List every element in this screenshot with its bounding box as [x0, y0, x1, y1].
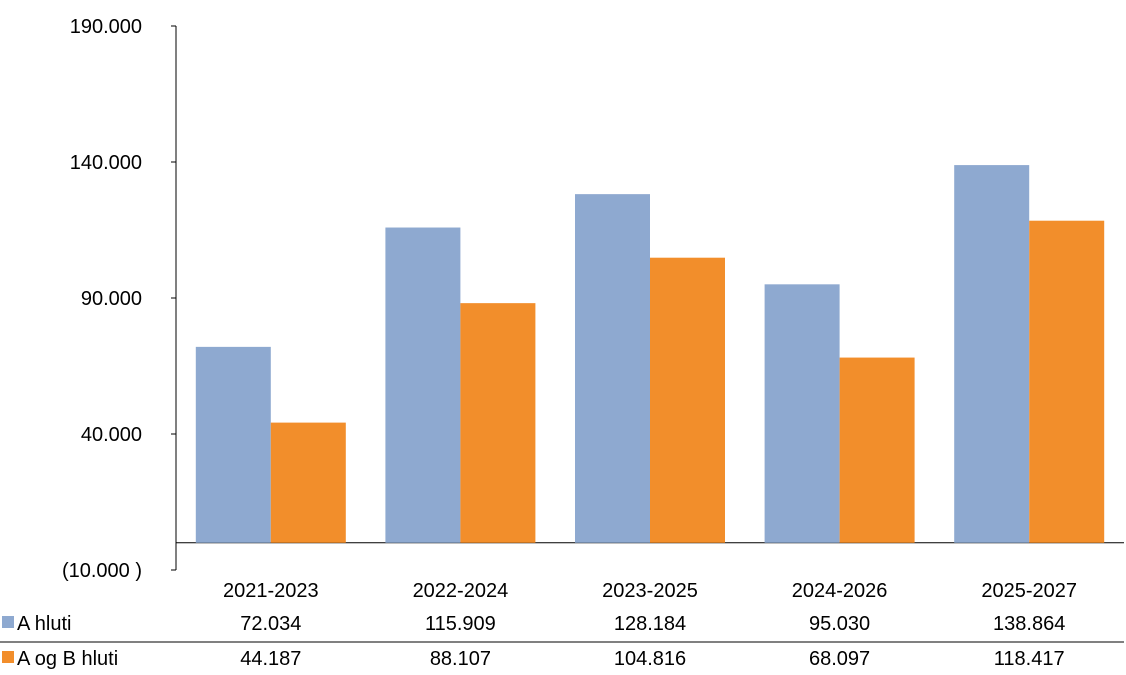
table-value-cell: 104.816	[614, 648, 686, 670]
bar-a-hluti-2024-2026	[765, 284, 840, 542]
bar-a-hluti-2022-2024	[385, 228, 460, 543]
bar-a-hluti-2021-2023	[196, 347, 271, 543]
table-value-cell: 138.864	[993, 613, 1065, 635]
x-category-label: 2021-2023	[223, 580, 319, 602]
bar-a-og-b-hluti-2023-2025	[650, 258, 725, 543]
legend-key-a-og-b-hluti	[2, 651, 14, 663]
y-tick-label: 40.000	[81, 424, 142, 446]
x-category-label: 2023-2025	[602, 580, 698, 602]
table-value-cell: 72.034	[240, 613, 301, 635]
x-category-label: 2024-2026	[792, 580, 888, 602]
table-value-cell: 118.417	[994, 648, 1065, 670]
bar-a-hluti-2025-2027	[954, 165, 1029, 543]
table-value-cell: 68.097	[809, 648, 870, 670]
bar-a-og-b-hluti-2024-2026	[840, 358, 915, 543]
table-value-cell: 95.030	[809, 613, 870, 635]
table-value-cell: 44.187	[240, 648, 301, 670]
y-tick-label: (10.000 )	[62, 560, 142, 582]
bar-a-og-b-hluti-2022-2024	[460, 303, 535, 543]
y-tick-label: 190.000	[70, 16, 142, 38]
table-value-cell: 115.909	[425, 613, 496, 635]
legend-key-a-hluti	[2, 616, 14, 628]
bar-a-hluti-2023-2025	[575, 194, 650, 543]
table-series-name: A og B hluti	[17, 648, 118, 670]
x-category-label: 2025-2027	[981, 580, 1077, 602]
bar-a-og-b-hluti-2021-2023	[271, 423, 346, 543]
bar-a-og-b-hluti-2025-2027	[1029, 221, 1104, 543]
y-tick-label: 90.000	[81, 288, 142, 310]
x-category-label: 2022-2024	[413, 580, 509, 602]
table-value-cell: 88.107	[430, 648, 491, 670]
y-tick-label: 140.000	[70, 152, 142, 174]
table-value-cell: 128.184	[614, 613, 686, 635]
table-series-name: A hluti	[17, 613, 71, 635]
